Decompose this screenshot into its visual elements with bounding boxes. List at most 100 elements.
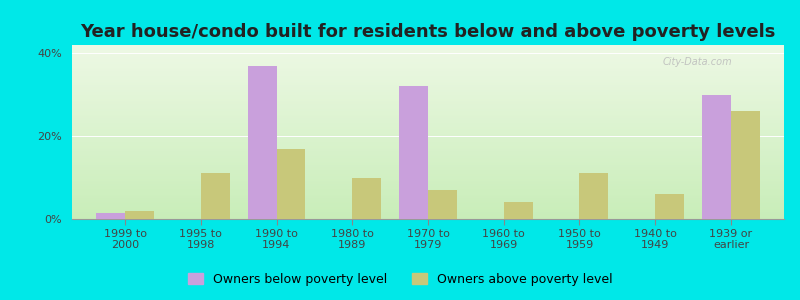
Bar	[72, 181, 784, 182]
Bar	[72, 61, 784, 62]
Bar	[72, 97, 784, 99]
Bar	[72, 113, 784, 115]
Bar	[72, 115, 784, 116]
Bar	[72, 78, 784, 80]
Bar	[731, 111, 760, 219]
Bar	[72, 92, 784, 94]
Bar	[72, 162, 784, 163]
Bar	[72, 195, 784, 197]
Bar	[72, 83, 784, 85]
Bar	[428, 190, 457, 219]
Bar	[72, 54, 784, 56]
Bar	[72, 111, 784, 113]
Bar	[72, 87, 784, 88]
Bar	[72, 76, 784, 78]
Bar	[72, 127, 784, 128]
Bar	[72, 134, 784, 136]
Bar	[72, 186, 784, 188]
Text: City-Data.com: City-Data.com	[663, 57, 733, 67]
Bar	[72, 200, 784, 202]
Bar	[72, 108, 784, 109]
Bar	[72, 116, 784, 118]
Bar	[72, 167, 784, 169]
Bar	[72, 193, 784, 195]
Bar	[72, 85, 784, 87]
Bar	[352, 178, 381, 219]
Bar	[72, 130, 784, 132]
Bar	[72, 62, 784, 64]
Bar	[72, 189, 784, 191]
Bar	[72, 88, 784, 90]
Bar	[72, 174, 784, 176]
Bar	[579, 173, 608, 219]
Bar	[72, 139, 784, 141]
Bar	[72, 148, 784, 149]
Bar	[72, 110, 784, 111]
Bar	[72, 71, 784, 73]
Bar	[72, 214, 784, 215]
Bar	[72, 122, 784, 123]
Bar	[655, 194, 684, 219]
Bar	[72, 102, 784, 104]
Bar	[72, 153, 784, 154]
Bar	[72, 45, 784, 47]
Bar	[72, 73, 784, 75]
Bar	[72, 212, 784, 214]
Bar	[72, 205, 784, 207]
Bar	[72, 141, 784, 142]
Bar	[72, 158, 784, 160]
Bar	[72, 144, 784, 146]
Bar	[72, 154, 784, 156]
Bar	[72, 202, 784, 203]
Bar	[72, 49, 784, 50]
Bar	[702, 95, 731, 219]
Bar	[72, 52, 784, 54]
Bar	[72, 217, 784, 219]
Bar	[72, 163, 784, 165]
Bar	[72, 142, 784, 144]
Bar	[72, 136, 784, 137]
Bar	[72, 172, 784, 174]
Bar	[72, 132, 784, 134]
Bar	[72, 82, 784, 83]
Title: Year house/condo built for residents below and above poverty levels: Year house/condo built for residents bel…	[80, 23, 776, 41]
Bar	[72, 104, 784, 106]
Bar	[72, 120, 784, 122]
Bar	[72, 179, 784, 181]
Bar	[72, 128, 784, 130]
Bar	[72, 176, 784, 177]
Bar	[201, 173, 230, 219]
Bar	[72, 56, 784, 57]
Bar	[248, 66, 277, 219]
Bar	[72, 198, 784, 200]
Bar	[72, 50, 784, 52]
Bar	[72, 169, 784, 170]
Bar	[72, 203, 784, 205]
Bar	[72, 191, 784, 193]
Bar	[72, 177, 784, 179]
Bar	[72, 125, 784, 127]
Bar	[504, 202, 533, 219]
Bar	[72, 196, 784, 198]
Bar	[399, 86, 428, 219]
Bar	[72, 99, 784, 101]
Bar	[72, 57, 784, 59]
Bar	[72, 123, 784, 125]
Bar	[72, 94, 784, 95]
Bar	[72, 188, 784, 189]
Bar	[96, 213, 125, 219]
Bar	[72, 118, 784, 120]
Bar	[72, 210, 784, 212]
Bar	[72, 165, 784, 167]
Bar	[72, 182, 784, 184]
Bar	[72, 149, 784, 151]
Bar	[72, 106, 784, 108]
Bar	[72, 156, 784, 158]
Bar	[125, 211, 154, 219]
Bar	[72, 68, 784, 69]
Bar	[72, 215, 784, 217]
Bar	[72, 90, 784, 92]
Bar	[72, 95, 784, 97]
Bar	[72, 64, 784, 66]
Bar	[72, 47, 784, 49]
